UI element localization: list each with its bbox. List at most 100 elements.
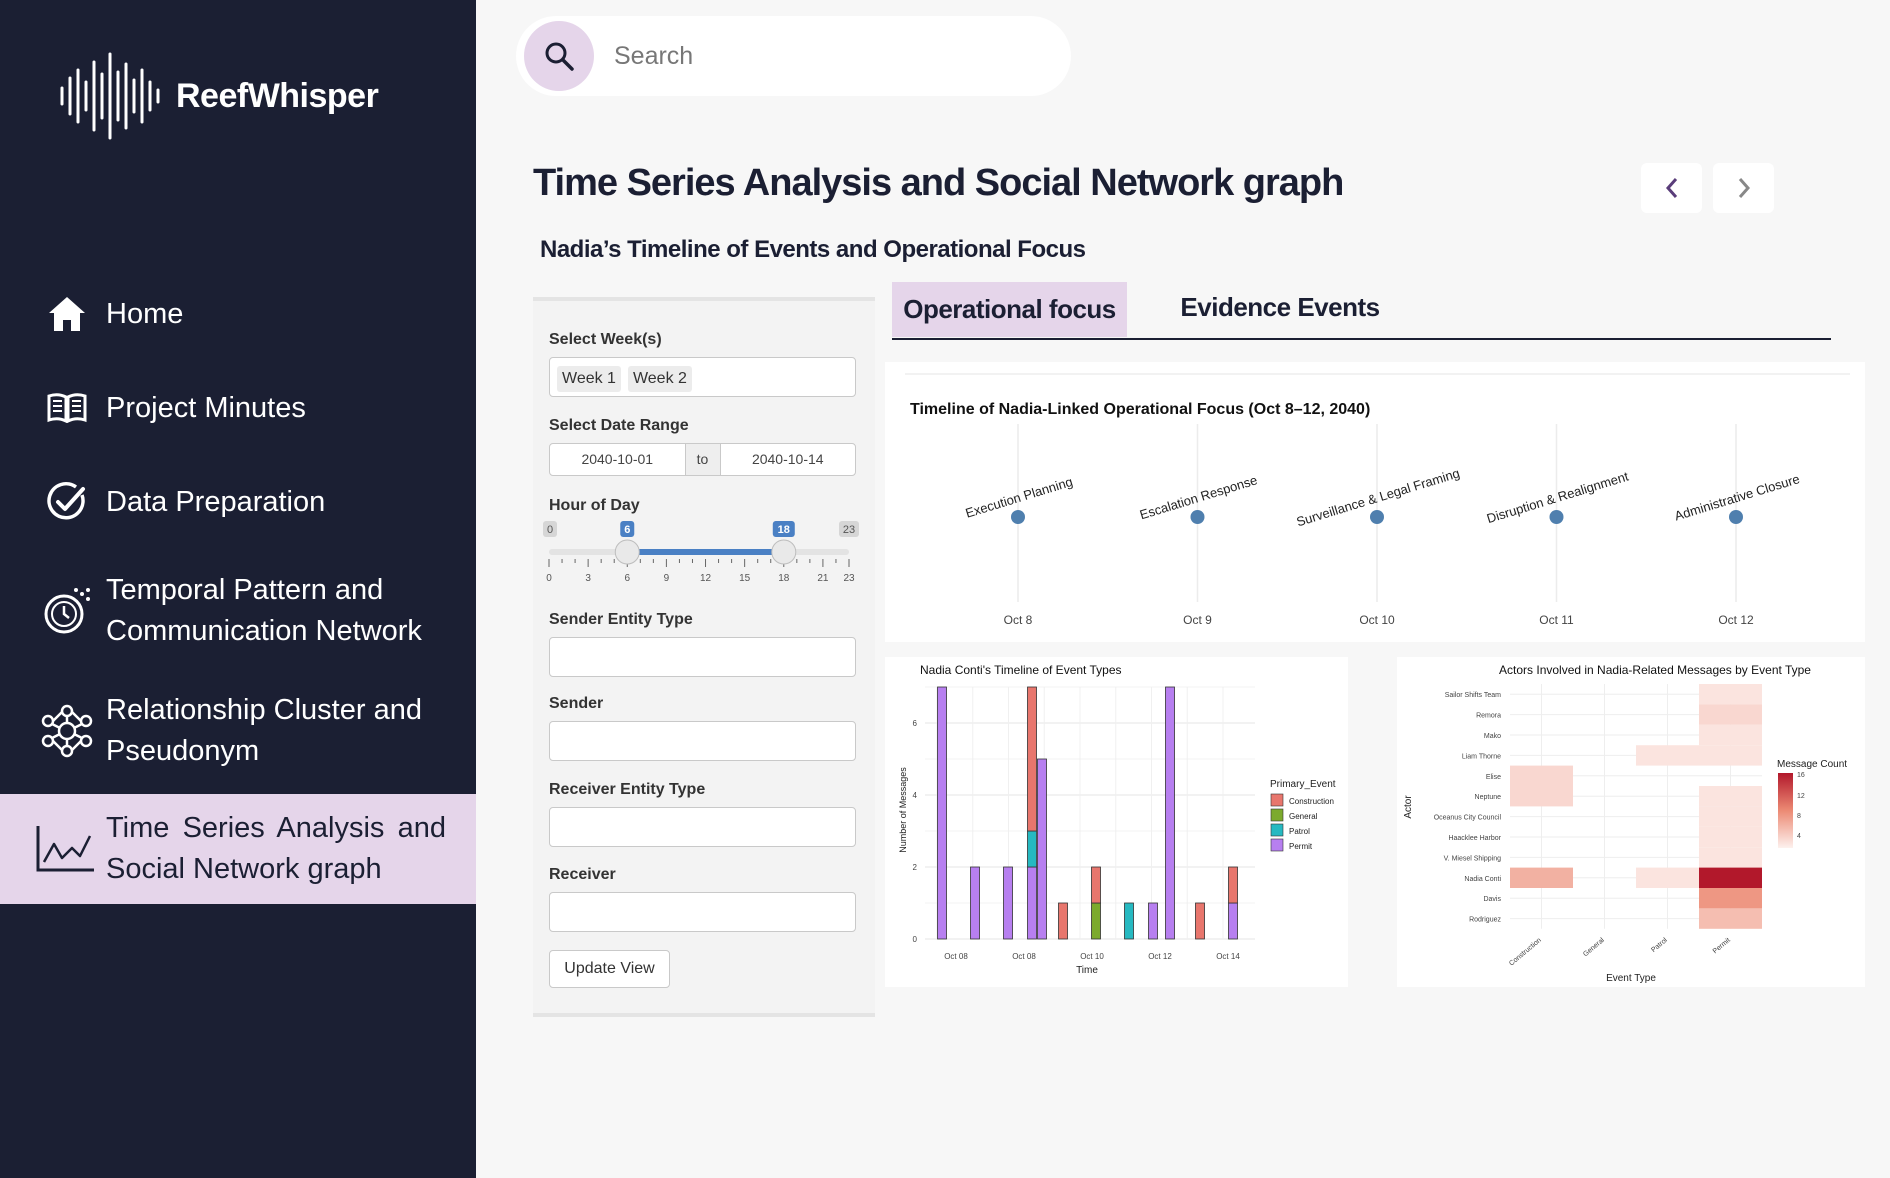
x-axis-label: Event Type xyxy=(1606,973,1656,984)
y-axis-label: Number of Messages xyxy=(898,767,908,853)
chart-title: Actors Involved in Nadia-Related Message… xyxy=(1499,663,1811,677)
week-tag[interactable]: Week 1 xyxy=(557,366,621,392)
slider-handle-to[interactable] xyxy=(771,539,797,565)
x-tick-label: Oct 10 xyxy=(1080,952,1104,961)
x-tick-label: Oct 9 xyxy=(1183,613,1212,627)
y-tick-label: Remora xyxy=(1476,713,1501,720)
x-tick-label: Oct 11 xyxy=(1539,613,1574,627)
heatmap-cell xyxy=(1699,867,1762,888)
search-button[interactable] xyxy=(524,21,594,91)
heatmap-cell xyxy=(1510,765,1573,786)
receiver-type-label: Receiver Entity Type xyxy=(549,781,706,798)
sidebar-item-label: Home xyxy=(106,297,184,330)
heatmap-cell xyxy=(1699,724,1762,746)
tab-underline xyxy=(892,338,1831,340)
brand[interactable]: ReefWhisper xyxy=(58,52,379,140)
sidebar-item-relationship-cluster[interactable]: Relationship Cluster and Pseudonym xyxy=(0,686,476,776)
heatmap-cell xyxy=(1636,867,1699,888)
bar-segment-general xyxy=(1091,902,1101,940)
slider-tick-label: 0 xyxy=(546,573,552,584)
y-tick-label: 0 xyxy=(913,935,918,944)
receiver-select[interactable] xyxy=(549,892,856,932)
bar-segment-construction xyxy=(1195,902,1205,940)
heatmap-cell xyxy=(1699,786,1762,807)
sidebar-item-project-minutes[interactable]: Project Minutes xyxy=(0,380,476,436)
heatmap-cell xyxy=(1699,826,1762,848)
slider-min-label-bg xyxy=(543,521,557,537)
y-tick-label: 2 xyxy=(913,863,918,872)
bar-segment-permit xyxy=(1027,866,1037,940)
sender-select[interactable] xyxy=(549,721,856,761)
legend-title: Message Count xyxy=(1777,759,1847,770)
slider-tick-label: 23 xyxy=(843,573,855,584)
search-input[interactable] xyxy=(614,41,1044,71)
hour-label: Hour of Day xyxy=(549,497,640,514)
tab-operational-focus[interactable]: Operational focus xyxy=(892,282,1127,337)
y-tick-label: Liam Thorne xyxy=(1462,753,1501,760)
brand-name: ReefWhisper xyxy=(176,76,379,115)
bar-segment-construction xyxy=(1228,866,1238,904)
previous-button[interactable] xyxy=(1641,163,1702,213)
y-tick-label: Nadia Conti xyxy=(1464,876,1501,883)
slider-min-label: 0 xyxy=(547,524,553,536)
y-tick-label: Davis xyxy=(1483,896,1501,903)
legend-label: General xyxy=(1289,812,1318,821)
bar-segment-patrol xyxy=(1124,902,1134,940)
chevron-right-icon xyxy=(1738,178,1750,198)
y-tick-label: 6 xyxy=(913,719,918,728)
sidebar-item-label: Temporal Pattern and Communication Netwo… xyxy=(106,574,422,647)
chart-title: Nadia Conti's Timeline of Event Types xyxy=(920,663,1122,677)
legend-tick-label: 16 xyxy=(1797,772,1805,779)
timeline-point xyxy=(1729,510,1743,524)
slider-from-badge xyxy=(620,521,635,537)
heatmap-cell xyxy=(1699,745,1762,766)
legend-swatch xyxy=(1270,808,1284,822)
slider-handle-from[interactable] xyxy=(614,539,640,565)
slider-range-fill xyxy=(627,549,784,555)
receiver-type-select[interactable] xyxy=(549,807,856,847)
start-date-input[interactable]: 2040-10-01 xyxy=(581,451,654,467)
x-tick-label: Patrol xyxy=(1650,937,1669,954)
page-title: Time Series Analysis and Social Network … xyxy=(533,162,1344,204)
book-icon xyxy=(40,381,94,435)
section-subtitle: Nadia’s Timeline of Events and Operation… xyxy=(540,236,1086,263)
bar-segment-permit xyxy=(1003,866,1013,940)
bar-segment-construction xyxy=(1058,902,1068,940)
sidebar-item-temporal-pattern[interactable]: Temporal Pattern and Communication Netwo… xyxy=(0,566,476,656)
bar-segment-permit xyxy=(1148,902,1158,940)
legend-tick-label: 8 xyxy=(1797,813,1801,820)
next-button[interactable] xyxy=(1713,163,1774,213)
sender-type-label: Sender Entity Type xyxy=(549,611,693,628)
hour-slider[interactable]: 0 23 6 18 0 3 6 9 12 15 18 21 23 xyxy=(543,519,868,589)
heatmap-cell xyxy=(1510,786,1573,807)
heatmap-cell xyxy=(1699,704,1762,725)
sidebar-item-data-preparation[interactable]: Data Preparation xyxy=(0,474,476,530)
slider-tick-label: 12 xyxy=(700,573,712,584)
week-tag[interactable]: Week 2 xyxy=(627,366,692,392)
x-tick-label: Permit xyxy=(1712,937,1732,955)
sidebar-item-time-series[interactable]: Time Series Analysis and Social Network … xyxy=(0,794,476,904)
y-tick-label: Mako xyxy=(1484,733,1501,740)
event-types-bar-chart: Nadia Conti's Timeline of Event Types 0 2… xyxy=(885,657,1348,987)
x-axis-label: Time xyxy=(1076,965,1098,976)
sidebar-item-label: Time Series Analysis and Social Network … xyxy=(106,812,446,885)
tab-evidence-events[interactable]: Evidence Events xyxy=(1180,292,1380,322)
bar-segment-construction xyxy=(1091,866,1101,904)
x-tick-label: Oct 14 xyxy=(1216,952,1240,961)
bar-segment-permit xyxy=(1037,758,1047,940)
network-icon xyxy=(40,704,94,758)
legend-label: Patrol xyxy=(1289,827,1310,836)
legend-label: Construction xyxy=(1289,797,1334,806)
x-tick-label: General xyxy=(1582,937,1606,959)
update-view-button[interactable]: Update View xyxy=(549,950,670,988)
slider-from-value: 6 xyxy=(624,524,630,536)
y-tick-label: Haacklee Harbor xyxy=(1448,835,1501,842)
weeks-select[interactable]: Week 1 Week 2 xyxy=(549,357,856,397)
sender-type-select[interactable] xyxy=(549,637,856,677)
slider-to-badge xyxy=(772,521,795,537)
line-chart-icon xyxy=(34,822,96,876)
receiver-label: Receiver xyxy=(549,866,616,883)
end-date-input[interactable]: 2040-10-14 xyxy=(751,451,824,467)
sidebar-item-home[interactable]: Home xyxy=(0,286,476,342)
heatmap-cell xyxy=(1699,908,1762,929)
